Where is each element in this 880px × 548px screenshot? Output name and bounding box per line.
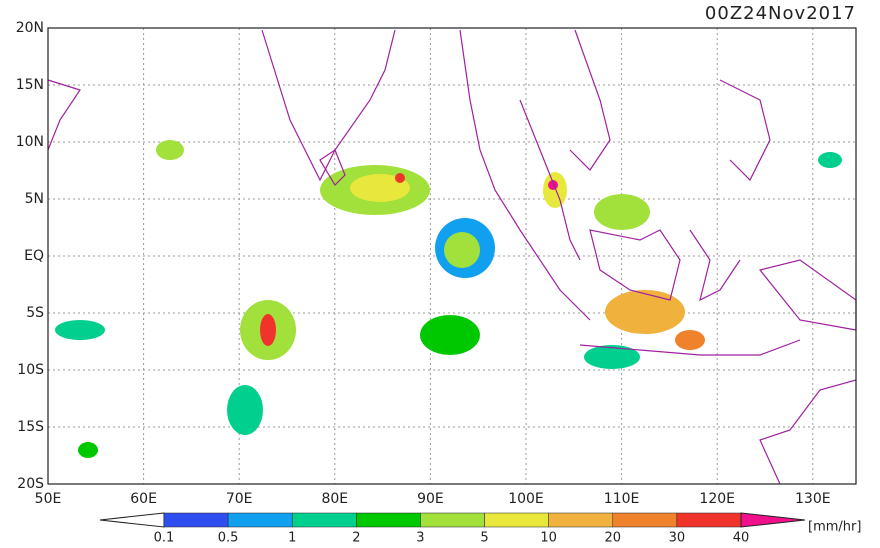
rain-cell bbox=[444, 232, 480, 268]
lat-label: 10N bbox=[16, 134, 44, 150]
rain-cell bbox=[420, 315, 480, 355]
lat-label: 5S bbox=[26, 305, 44, 321]
colorbar-label: 5 bbox=[480, 531, 488, 545]
lat-label: EQ bbox=[24, 248, 44, 264]
lon-label: 120E bbox=[699, 491, 735, 507]
colorbar-label: 30 bbox=[669, 531, 686, 545]
colorbar-box bbox=[420, 512, 485, 528]
lat-label: 10S bbox=[17, 362, 44, 378]
coastline bbox=[459, 29, 591, 321]
coastline bbox=[319, 149, 346, 186]
colorbar-box bbox=[612, 512, 678, 528]
lon-label: 130E bbox=[795, 491, 831, 507]
lon-label: 80E bbox=[321, 491, 348, 507]
colorbar-box bbox=[484, 512, 549, 528]
coastline bbox=[719, 79, 771, 182]
rain-cell bbox=[543, 172, 567, 208]
colorbar-box bbox=[676, 512, 742, 528]
coastline bbox=[569, 29, 611, 171]
colorbar-label: 10 bbox=[540, 531, 557, 545]
colorbar-label: 3 bbox=[416, 531, 424, 545]
rain-cell bbox=[594, 194, 650, 230]
coastlines bbox=[47, 29, 857, 485]
coastline bbox=[519, 99, 581, 261]
colorbar-label: 20 bbox=[605, 531, 622, 545]
coastline bbox=[589, 229, 681, 301]
lon-label: 110E bbox=[604, 491, 640, 507]
colorbar-box bbox=[291, 512, 357, 528]
rain-cell bbox=[78, 442, 98, 458]
lon-label: 70E bbox=[226, 491, 253, 507]
colorbar-label: 0.1 bbox=[154, 531, 175, 545]
coastline bbox=[47, 79, 81, 151]
rain-cell bbox=[156, 140, 184, 160]
lon-label: 90E bbox=[417, 491, 444, 507]
lon-label: 100E bbox=[508, 491, 544, 507]
colorbar-label: 40 bbox=[733, 531, 750, 545]
lat-label: 15S bbox=[17, 419, 44, 435]
map-frame bbox=[47, 27, 857, 485]
rain-cell bbox=[584, 345, 640, 369]
rain-cell bbox=[260, 314, 276, 346]
colorbar-box bbox=[548, 512, 614, 528]
rain-cell bbox=[55, 320, 105, 340]
colorbar-end bbox=[740, 512, 806, 528]
colorbar-box bbox=[163, 512, 229, 528]
title: 00Z24Nov2017 bbox=[705, 3, 856, 24]
colorbar-unit: [mm/hr] bbox=[808, 520, 861, 535]
colorbar-box bbox=[356, 512, 421, 528]
coastline bbox=[759, 379, 857, 485]
rain-cell bbox=[227, 385, 263, 435]
rain-cell bbox=[395, 173, 405, 183]
colorbar-label: 0.5 bbox=[218, 531, 239, 545]
rain-cell bbox=[818, 152, 842, 168]
rain-cell bbox=[675, 330, 705, 350]
lat-label: 20N bbox=[16, 20, 44, 36]
precipitation bbox=[55, 140, 842, 458]
lat-label: 15N bbox=[16, 77, 44, 93]
rain-cell bbox=[605, 290, 685, 334]
colorbar-box bbox=[227, 512, 293, 528]
coastline bbox=[689, 229, 741, 302]
lat-label: 5N bbox=[25, 191, 44, 207]
lon-label: 60E bbox=[130, 491, 157, 507]
lat-label: 20S bbox=[17, 476, 44, 492]
colorbar-label: 2 bbox=[352, 531, 360, 545]
rain-cell bbox=[350, 174, 410, 202]
lon-label: 50E bbox=[35, 491, 62, 507]
coastline bbox=[579, 339, 801, 356]
colorbar-label: 1 bbox=[288, 531, 296, 545]
colorbar: 0.1 0.5 1 2 3 5 10 20 30 40 [mm/hr] bbox=[99, 512, 861, 546]
